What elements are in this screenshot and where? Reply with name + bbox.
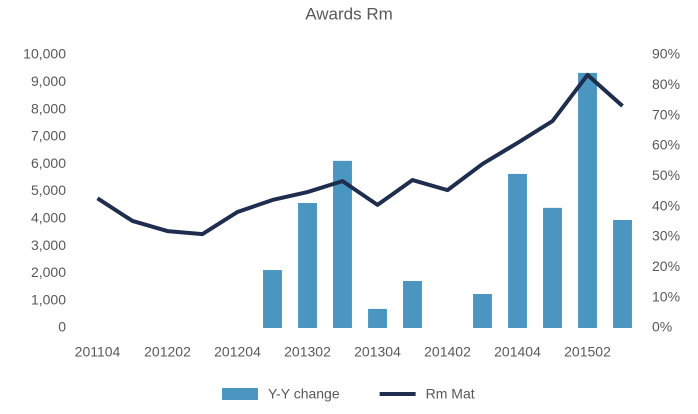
bar	[333, 160, 352, 328]
bar	[578, 72, 597, 328]
y2-tick-label: 40%	[652, 197, 680, 213]
x-tick-label: 201404	[494, 344, 541, 360]
x-tick-label: 201302	[284, 344, 331, 360]
y-tick-label: 0	[58, 319, 66, 335]
x-tick-label: 201204	[214, 344, 261, 360]
y-tick-label: 6,000	[31, 155, 66, 171]
bar	[368, 308, 387, 328]
y-tick-label: 9,000	[31, 73, 66, 89]
y-tick-label: 5,000	[31, 182, 66, 198]
y-tick-label: 7,000	[31, 128, 66, 144]
bar	[298, 203, 317, 328]
bar	[508, 173, 527, 328]
chart-title: Awards Rm	[305, 4, 393, 23]
line	[96, 72, 624, 237]
y-tick-label: 1,000	[31, 291, 66, 307]
legend-swatch	[222, 388, 258, 400]
y-tick-label: 4,000	[31, 210, 66, 226]
bar	[473, 294, 492, 328]
y2-tick-label: 20%	[652, 258, 680, 274]
legend-label: Rm Mat	[426, 386, 475, 402]
x-tick-label: 201402	[424, 344, 471, 360]
y2-tick-label: 50%	[652, 167, 680, 183]
y-tick-label: 3,000	[31, 237, 66, 253]
bar	[403, 280, 422, 328]
y2-tick-label: 70%	[652, 106, 680, 122]
y-tick-label: 10,000	[23, 46, 66, 62]
x-tick-label: 201502	[564, 344, 611, 360]
x-tick-label: 201202	[144, 344, 191, 360]
x-tick-label: 201304	[354, 344, 401, 360]
y-tick-label: 8,000	[31, 100, 66, 116]
bar	[543, 207, 562, 328]
x-tick-label: 201104	[75, 344, 121, 360]
y2-tick-label: 0%	[652, 319, 672, 335]
y2-tick-label: 10%	[652, 288, 680, 304]
y2-tick-label: 90%	[652, 46, 680, 62]
bar	[613, 220, 632, 328]
legend-label: Y-Y change	[268, 386, 340, 402]
y-tick-label: 2,000	[31, 264, 66, 280]
y2-tick-label: 60%	[652, 137, 680, 153]
y2-tick-label: 80%	[652, 76, 680, 92]
bar	[263, 270, 282, 328]
y2-tick-label: 30%	[652, 228, 680, 244]
